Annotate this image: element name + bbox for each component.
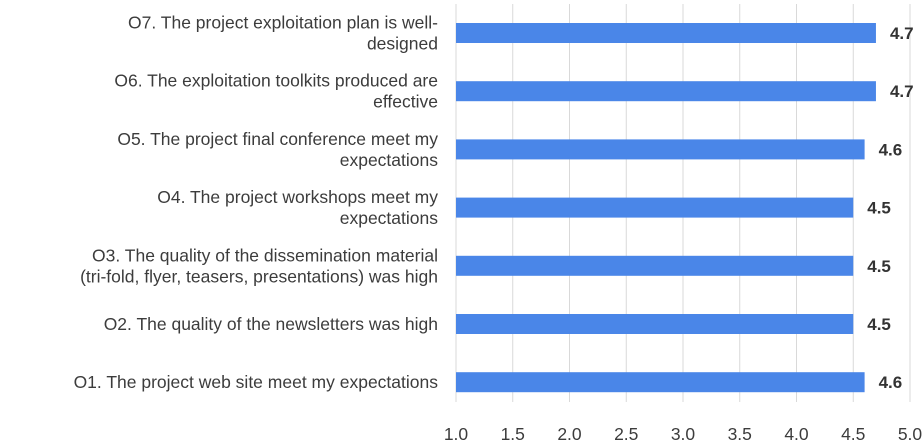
bar	[456, 139, 865, 160]
category-label: O5. The project final conference meet my…	[117, 129, 438, 170]
bar	[456, 314, 854, 334]
x-tick-label: 5.0	[898, 424, 923, 444]
x-tick-label: 2.0	[557, 424, 582, 444]
category-label: O3. The quality of the dissemination mat…	[80, 245, 438, 286]
x-tick-label: 4.0	[784, 424, 809, 444]
category-label-line: O4. The project workshops meet my	[157, 187, 438, 207]
x-tick-label: 3.0	[671, 424, 696, 444]
category-labels: O7. The project exploitation plan is wel…	[74, 13, 439, 393]
data-label: 4.5	[867, 199, 891, 218]
x-tick-label: 3.5	[728, 424, 752, 444]
data-label: 4.6	[879, 373, 903, 392]
bar	[456, 23, 876, 43]
data-label: 4.5	[867, 257, 891, 276]
bar	[456, 255, 854, 276]
category-label-line: (tri-fold, flyer, teasers, presentations…	[80, 266, 438, 286]
category-label: O1. The project web site meet my expecta…	[74, 372, 439, 392]
category-label: O2. The quality of the newsletters was h…	[104, 314, 438, 334]
category-label-line: effective	[373, 92, 438, 112]
bar	[456, 81, 876, 102]
x-tick-label: 1.0	[444, 424, 469, 444]
x-axis-tick-labels: 1.0 1.5 2.0 2.5 3.0 3.5 4.0 4.5 5.0	[444, 424, 923, 444]
category-label-line: O3. The quality of the dissemination mat…	[92, 245, 438, 265]
bar	[456, 372, 865, 393]
data-label: 4.7	[890, 24, 914, 43]
category-label: O4. The project workshops meet my expecta…	[157, 187, 438, 228]
category-label-line: O7. The project exploitation plan is wel…	[128, 13, 438, 33]
data-label: 4.7	[890, 82, 914, 101]
x-tick-label: 1.5	[501, 424, 525, 444]
category-label-line: expectations	[340, 208, 439, 228]
data-labels: 4.7 4.7 4.6 4.5 4.5 4.5 4.6	[867, 24, 913, 392]
category-label: O6. The exploitation toolkits produced a…	[114, 71, 438, 112]
category-label-line: O5. The project final conference meet my	[117, 129, 438, 149]
category-label-line: O6. The exploitation toolkits produced a…	[114, 71, 438, 91]
bar	[456, 197, 854, 218]
category-label: O7. The project exploitation plan is wel…	[128, 13, 438, 54]
data-label: 4.5	[867, 315, 891, 334]
category-label-line: designed	[367, 34, 438, 54]
category-label-line: O1. The project web site meet my expecta…	[74, 372, 439, 392]
x-tick-label: 4.5	[841, 424, 865, 444]
category-label-line: O2. The quality of the newsletters was h…	[104, 314, 438, 334]
x-tick-label: 2.5	[614, 424, 638, 444]
data-label: 4.6	[879, 140, 903, 159]
bars	[456, 23, 876, 393]
category-label-line: expectations	[340, 150, 439, 170]
